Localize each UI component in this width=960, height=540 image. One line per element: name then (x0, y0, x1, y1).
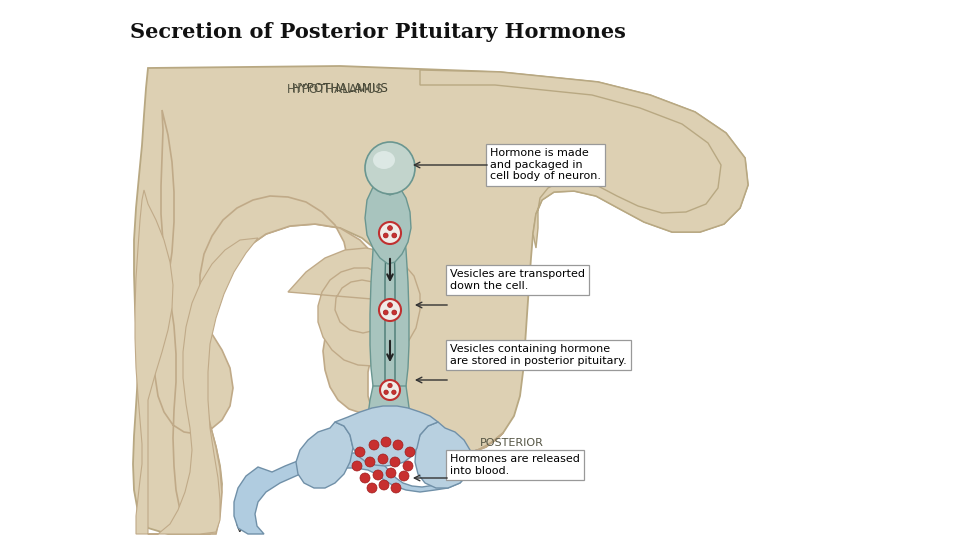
Circle shape (373, 470, 383, 480)
Circle shape (392, 233, 396, 238)
Circle shape (405, 447, 415, 457)
Ellipse shape (365, 142, 415, 194)
Text: POSTERIOR
PITUITARY: POSTERIOR PITUITARY (480, 438, 544, 460)
Polygon shape (234, 450, 476, 534)
Circle shape (403, 461, 413, 471)
Circle shape (391, 483, 401, 493)
Polygon shape (135, 190, 258, 534)
Circle shape (399, 471, 409, 481)
Circle shape (392, 390, 396, 394)
Circle shape (369, 440, 379, 450)
Circle shape (352, 461, 362, 471)
Circle shape (380, 380, 400, 400)
Circle shape (383, 233, 388, 238)
Circle shape (392, 310, 396, 315)
Circle shape (378, 454, 388, 464)
Circle shape (386, 468, 396, 478)
Circle shape (379, 480, 389, 490)
Circle shape (384, 390, 388, 394)
Text: Hormone is made
and packaged in
cell body of neuron.: Hormone is made and packaged in cell bod… (490, 148, 601, 181)
Circle shape (367, 483, 377, 493)
Circle shape (360, 473, 370, 483)
Circle shape (390, 457, 400, 467)
Circle shape (355, 447, 365, 457)
Polygon shape (415, 422, 472, 488)
Text: Vesicles containing hormone
are stored in posterior pituitary.: Vesicles containing hormone are stored i… (450, 344, 627, 366)
Text: HYPOTHALAMUS: HYPOTHALAMUS (292, 82, 389, 95)
Circle shape (383, 310, 388, 315)
Circle shape (379, 222, 401, 244)
Circle shape (388, 302, 393, 307)
Polygon shape (335, 406, 438, 466)
Text: Secretion of Posterior Pituitary Hormones: Secretion of Posterior Pituitary Hormone… (130, 22, 626, 42)
Ellipse shape (373, 151, 395, 169)
Circle shape (388, 383, 393, 388)
Polygon shape (288, 248, 420, 366)
Text: Vein: Vein (236, 524, 260, 534)
Circle shape (379, 299, 401, 321)
Polygon shape (133, 66, 748, 534)
Polygon shape (368, 386, 410, 458)
Polygon shape (420, 70, 748, 248)
Text: Vesicles are transported
down the cell.: Vesicles are transported down the cell. (450, 269, 585, 291)
Circle shape (393, 440, 403, 450)
Polygon shape (370, 195, 409, 412)
Text: HYPOTHALAMUS: HYPOTHALAMUS (287, 83, 383, 96)
Circle shape (365, 457, 375, 467)
Polygon shape (365, 185, 411, 264)
Polygon shape (296, 422, 353, 488)
Polygon shape (155, 110, 503, 534)
Circle shape (381, 437, 391, 447)
Circle shape (388, 226, 393, 231)
Text: Hormones are released
into blood.: Hormones are released into blood. (450, 454, 580, 476)
